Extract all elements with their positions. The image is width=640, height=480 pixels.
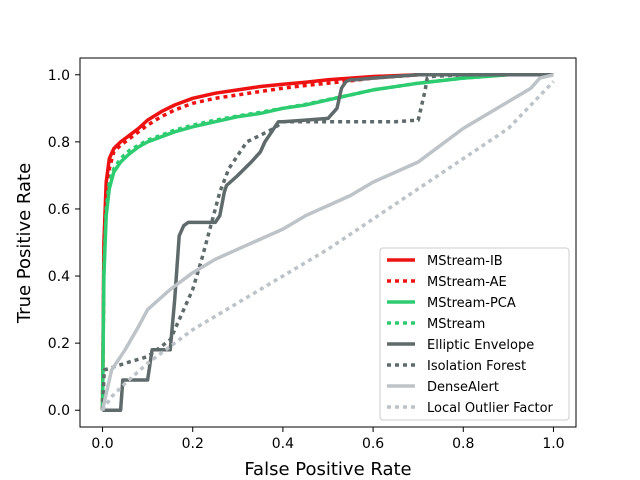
series-line-7 (101, 80, 555, 412)
x-tick-label: 0.8 (452, 436, 474, 452)
y-axis-ticks: 0.0 0.2 0.4 0.6 0.8 1.0 (48, 68, 80, 419)
legend: MStream-IB MStream-AE MStream-PCA MStream El… (379, 247, 570, 421)
y-tick-label: 0.8 (48, 135, 70, 151)
legend-label: MStream (427, 317, 485, 332)
legend-label: DenseAlert (427, 380, 499, 395)
legend-label: Isolation Forest (427, 359, 526, 374)
y-tick-label: 1.0 (48, 68, 70, 84)
x-tick-label: 0.6 (362, 436, 384, 452)
y-tick-label: 0.0 (48, 403, 70, 419)
x-axis-title: False Positive Rate (244, 459, 411, 480)
legend-label: MStream-AE (427, 275, 507, 290)
y-axis-title: True Positive Rate (14, 163, 35, 324)
x-tick-label: 1.0 (542, 436, 564, 452)
legend-label: Elliptic Envelope (427, 338, 534, 353)
y-tick-label: 0.2 (48, 336, 70, 352)
series-line-4 (102, 73, 554, 412)
legend-label: Local Outlier Factor (427, 401, 554, 416)
x-tick-label: 0.2 (182, 436, 204, 452)
x-tick-label: 0.4 (272, 436, 294, 452)
series-line-3 (100, 73, 554, 411)
legend-label: MStream-PCA (427, 296, 516, 311)
legend-label: MStream-IB (427, 254, 503, 269)
plot-frame (79, 57, 577, 428)
series-layer (100, 73, 555, 412)
x-tick-label: 0.0 (91, 436, 113, 452)
y-tick-label: 0.4 (48, 269, 70, 285)
x-axis-ticks: 0.0 0.2 0.4 0.6 0.8 1.0 (91, 427, 565, 452)
series-line-6 (100, 73, 554, 411)
y-tick-label: 0.6 (48, 202, 70, 218)
legend-box (379, 247, 570, 421)
